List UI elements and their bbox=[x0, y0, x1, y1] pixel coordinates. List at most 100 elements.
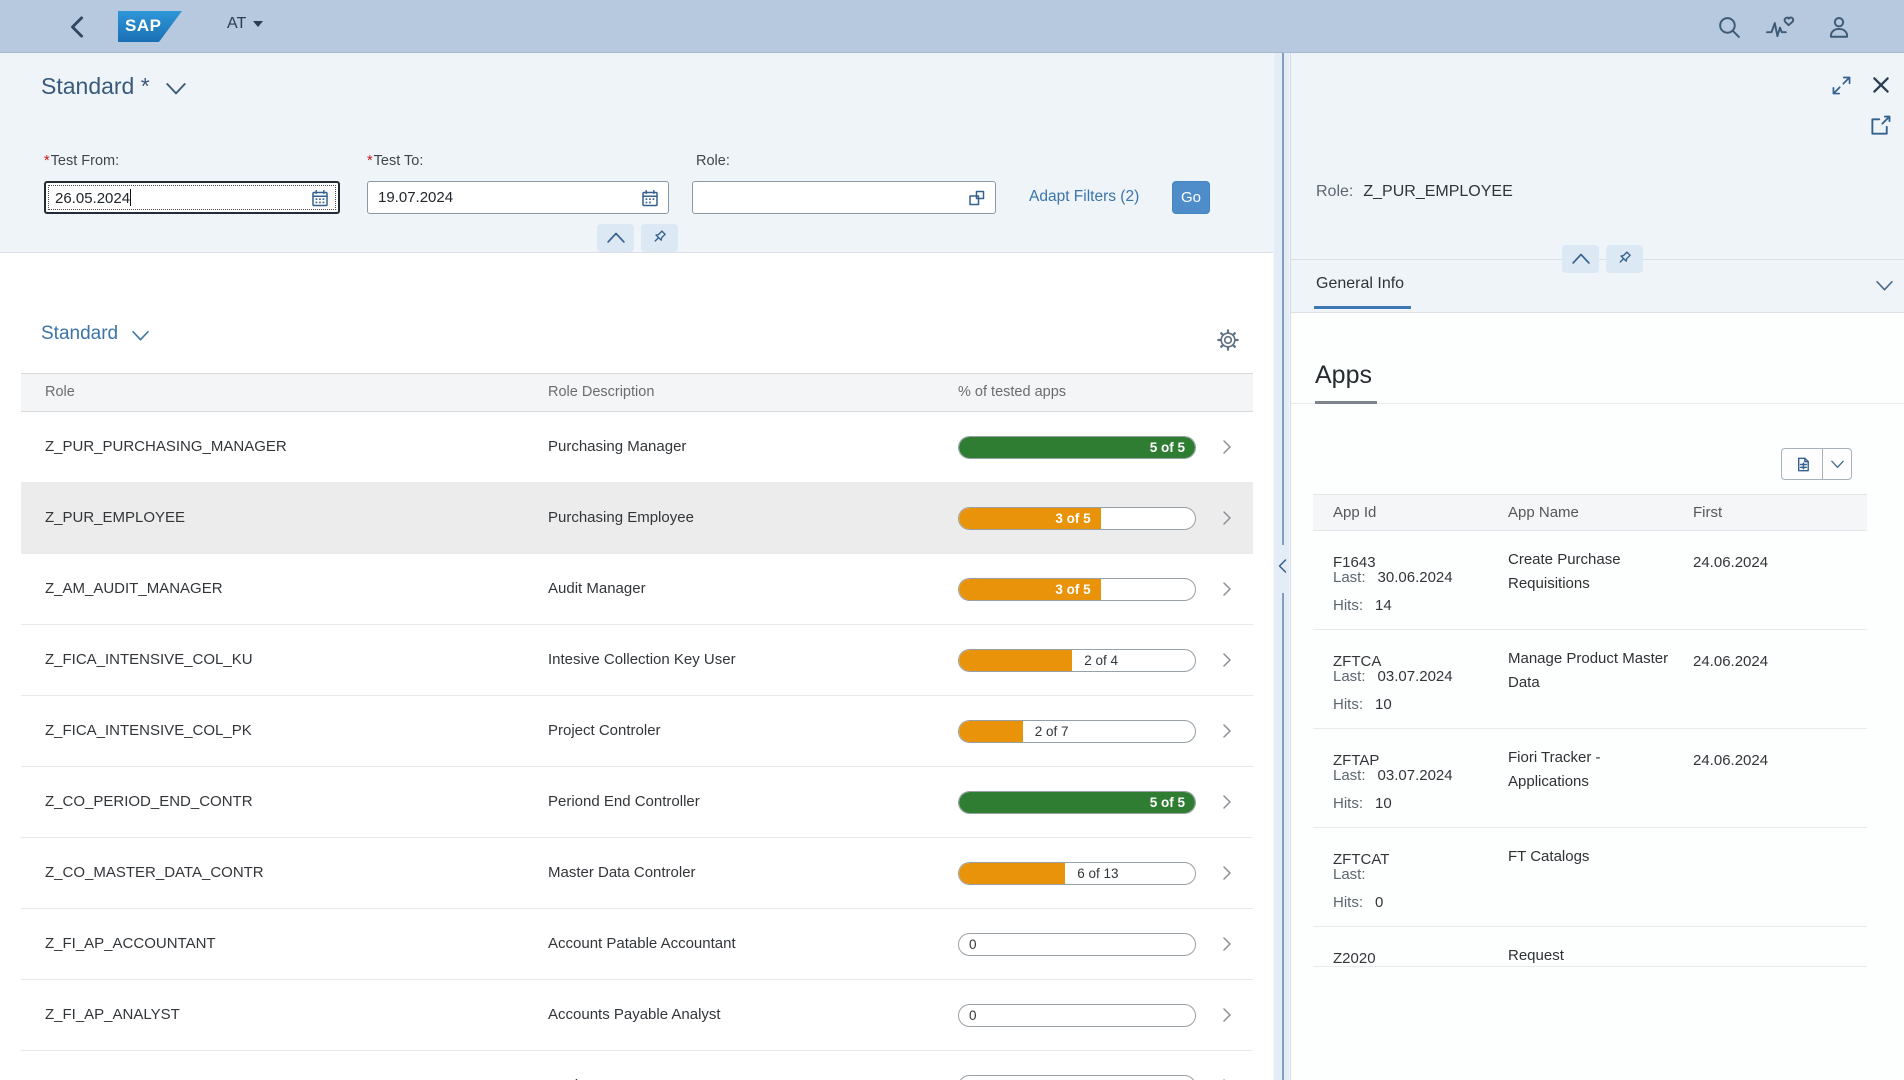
column-header-app-name[interactable]: App Name bbox=[1508, 504, 1579, 521]
column-header-role-description[interactable]: Role Description bbox=[548, 384, 655, 400]
pin-header-button[interactable] bbox=[641, 224, 678, 252]
profile-icon[interactable] bbox=[1826, 14, 1852, 40]
role-description-cell: Audit Manager bbox=[548, 580, 646, 597]
pin-detail-header-button[interactable] bbox=[1606, 245, 1643, 273]
hits-value: 14 bbox=[1375, 597, 1392, 614]
role-cell: Z_PUR_EMPLOYEE bbox=[45, 509, 186, 526]
tab-general-info[interactable]: General Info bbox=[1316, 275, 1405, 292]
spacer bbox=[1313, 812, 1867, 827]
chevron-right-icon[interactable] bbox=[1219, 652, 1235, 668]
tab-selected-underline bbox=[1314, 306, 1411, 309]
tested-apps-progress-bar: 2 of 7 bbox=[958, 720, 1196, 743]
chevron-right-icon[interactable] bbox=[1219, 723, 1235, 739]
table-row[interactable]: Z_CO_PERIOD_END_CONTR Periond End Contro… bbox=[21, 767, 1253, 838]
app-last-line: Last: 30.06.2024 bbox=[1333, 569, 1887, 586]
app-row[interactable]: ZFTCAT FT Catalogs Last: Hits: 0 bbox=[1313, 828, 1867, 927]
hits-value: 10 bbox=[1375, 696, 1392, 713]
last-label: Last: bbox=[1333, 866, 1366, 883]
app-last-line: Last: bbox=[1333, 866, 1887, 883]
chevron-down-icon[interactable] bbox=[1876, 280, 1893, 292]
app-first-date-cell: 24.06.2024 bbox=[1693, 653, 1769, 670]
table-row[interactable]: Z_FI_AP_ANALYST Accounts Payable Analyst… bbox=[21, 980, 1253, 1051]
chevron-down-icon bbox=[1830, 460, 1844, 469]
apps-table: App Id App Name First F1643 Create Purch… bbox=[1313, 494, 1867, 967]
collapse-header-button[interactable] bbox=[597, 224, 634, 252]
chevron-right-icon[interactable] bbox=[1219, 510, 1235, 526]
table-row[interactable]: Z_PUR_PURCHASING_MANAGER Purchasing Mana… bbox=[21, 412, 1253, 483]
table-row[interactable]: Z_FICA_INTENSIVE_COL_KU Intesive Collect… bbox=[21, 625, 1253, 696]
chevron-right-icon[interactable] bbox=[1219, 936, 1235, 952]
role-cell: Z_FI_AP_ACCOUNTANT bbox=[45, 935, 216, 952]
progress-fill bbox=[959, 721, 1023, 742]
app-row[interactable]: F1643 Create Purchase Requisitions 24.06… bbox=[1313, 531, 1867, 630]
app-name-cell: Request bbox=[1508, 947, 1564, 964]
calendar-icon[interactable] bbox=[310, 188, 330, 208]
app-hits-line: Hits: 10 bbox=[1333, 696, 1887, 713]
app-last-line: Last: 03.07.2024 bbox=[1333, 668, 1887, 685]
tested-apps-progress-bar: 0 bbox=[958, 1004, 1196, 1027]
tested-apps-progress-bar: 0 bbox=[958, 1075, 1196, 1080]
role-cell: Z_AM_AUDIT_MANAGER bbox=[45, 580, 223, 597]
share-icon[interactable] bbox=[1868, 113, 1893, 138]
collapse-detail-header-button[interactable] bbox=[1562, 245, 1599, 273]
role-cell: Z_CO_PERIOD_END_CONTR bbox=[45, 793, 253, 810]
pin-icon bbox=[1616, 250, 1634, 268]
table-settings-gear-icon[interactable] bbox=[1217, 329, 1239, 351]
panel-splitter[interactable] bbox=[1273, 53, 1290, 1080]
test-to-input[interactable]: 19.07.2024 bbox=[367, 181, 669, 214]
role-description-cell: Account Patable Accountant bbox=[548, 935, 736, 952]
table-row[interactable]: Z_CO_MASTER_DATA_CONTR Master Data Contr… bbox=[21, 838, 1253, 909]
app-name-cell: Fiori Tracker - Applications bbox=[1508, 749, 1601, 790]
value-help-icon[interactable] bbox=[967, 188, 987, 208]
table-row[interactable]: Z_FI_AP_ACCOUNTANT Account Patable Accou… bbox=[21, 909, 1253, 980]
go-button[interactable]: Go bbox=[1172, 181, 1210, 214]
spacer bbox=[1313, 713, 1867, 728]
hits-label: Hits: bbox=[1333, 894, 1363, 911]
export-to-spreadsheet-button[interactable] bbox=[1782, 449, 1822, 479]
table-row[interactable]: Z_AM_AUDIT_MANAGER Audit Manager 3 of 5 bbox=[21, 554, 1253, 625]
export-menu-button[interactable] bbox=[1822, 449, 1851, 479]
chevron-right-icon[interactable] bbox=[1219, 581, 1235, 597]
calendar-icon[interactable] bbox=[640, 188, 660, 208]
required-asterisk: * bbox=[44, 153, 50, 169]
tested-apps-progress-bar: 5 of 5 bbox=[958, 791, 1196, 814]
chevron-up-icon bbox=[606, 229, 625, 247]
app-first-date-cell: 24.06.2024 bbox=[1693, 554, 1769, 571]
column-header-first[interactable]: First bbox=[1693, 504, 1723, 521]
table-title[interactable]: Standard bbox=[41, 323, 149, 345]
apps-section-title: Apps bbox=[1315, 361, 1372, 389]
adapt-filters-link[interactable]: Adapt Filters (2) bbox=[1029, 188, 1140, 205]
app-hits-line: Hits: 0 bbox=[1333, 894, 1887, 911]
collapse-left-icon[interactable] bbox=[1276, 558, 1289, 574]
test-from-input[interactable]: 26.05.2024 bbox=[44, 181, 340, 214]
search-icon[interactable] bbox=[1716, 14, 1742, 40]
column-header-pct-tested[interactable]: % of tested apps bbox=[958, 384, 1067, 400]
chevron-down-icon bbox=[253, 21, 264, 27]
progress-fill bbox=[959, 792, 1195, 813]
back-icon[interactable] bbox=[66, 14, 92, 40]
role-input[interactable] bbox=[692, 181, 996, 214]
expand-panel-icon[interactable] bbox=[1830, 74, 1853, 97]
app-row[interactable]: ZFTAP Fiori Tracker - Applications 24.06… bbox=[1313, 729, 1867, 828]
tested-apps-progress-bar: 3 of 5 bbox=[958, 507, 1196, 530]
table-row[interactable]: Z_FICA_INTENSIVE_COL_PK Project Controle… bbox=[21, 696, 1253, 767]
chevron-right-icon[interactable] bbox=[1219, 1007, 1235, 1023]
chevron-right-icon[interactable] bbox=[1219, 794, 1235, 810]
chevron-right-icon[interactable] bbox=[1219, 865, 1235, 881]
chevron-right-icon[interactable] bbox=[1219, 439, 1235, 455]
table-row[interactable]: Z_FI_BANK_ACCOUNTANT Bank Accountant 0 bbox=[21, 1051, 1253, 1080]
app-row[interactable]: Z2020 Request bbox=[1313, 927, 1867, 967]
table-row[interactable]: Z_PUR_EMPLOYEE Purchasing Employee 3 of … bbox=[21, 483, 1253, 554]
system-select[interactable]: AT bbox=[227, 15, 264, 33]
progress-label: 0 bbox=[969, 1008, 977, 1023]
progress-fill bbox=[959, 508, 1101, 529]
column-header-app-id[interactable]: App Id bbox=[1333, 504, 1377, 521]
variant-selector[interactable]: Standard * bbox=[41, 73, 186, 100]
column-header-role[interactable]: Role bbox=[45, 384, 75, 400]
role-cell: Z_CO_MASTER_DATA_CONTR bbox=[45, 864, 264, 881]
pin-icon bbox=[651, 229, 669, 247]
section-selected-underline bbox=[1315, 401, 1377, 404]
usage-analytics-icon[interactable] bbox=[1764, 14, 1796, 40]
close-icon[interactable] bbox=[1870, 74, 1892, 96]
app-row[interactable]: ZFTCA Manage Product Master Data 24.06.2… bbox=[1313, 630, 1867, 729]
